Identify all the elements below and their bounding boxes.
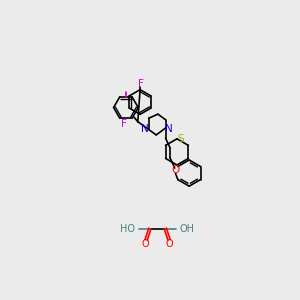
Text: OH: OH [180, 224, 195, 233]
Text: F: F [122, 119, 127, 130]
Text: O: O [165, 239, 173, 249]
Text: N: N [165, 124, 172, 134]
Text: O: O [142, 239, 149, 249]
Text: S: S [178, 134, 184, 144]
Text: HO: HO [120, 224, 135, 233]
Text: O: O [171, 165, 180, 176]
Text: F: F [138, 79, 144, 89]
Text: N: N [141, 124, 148, 134]
